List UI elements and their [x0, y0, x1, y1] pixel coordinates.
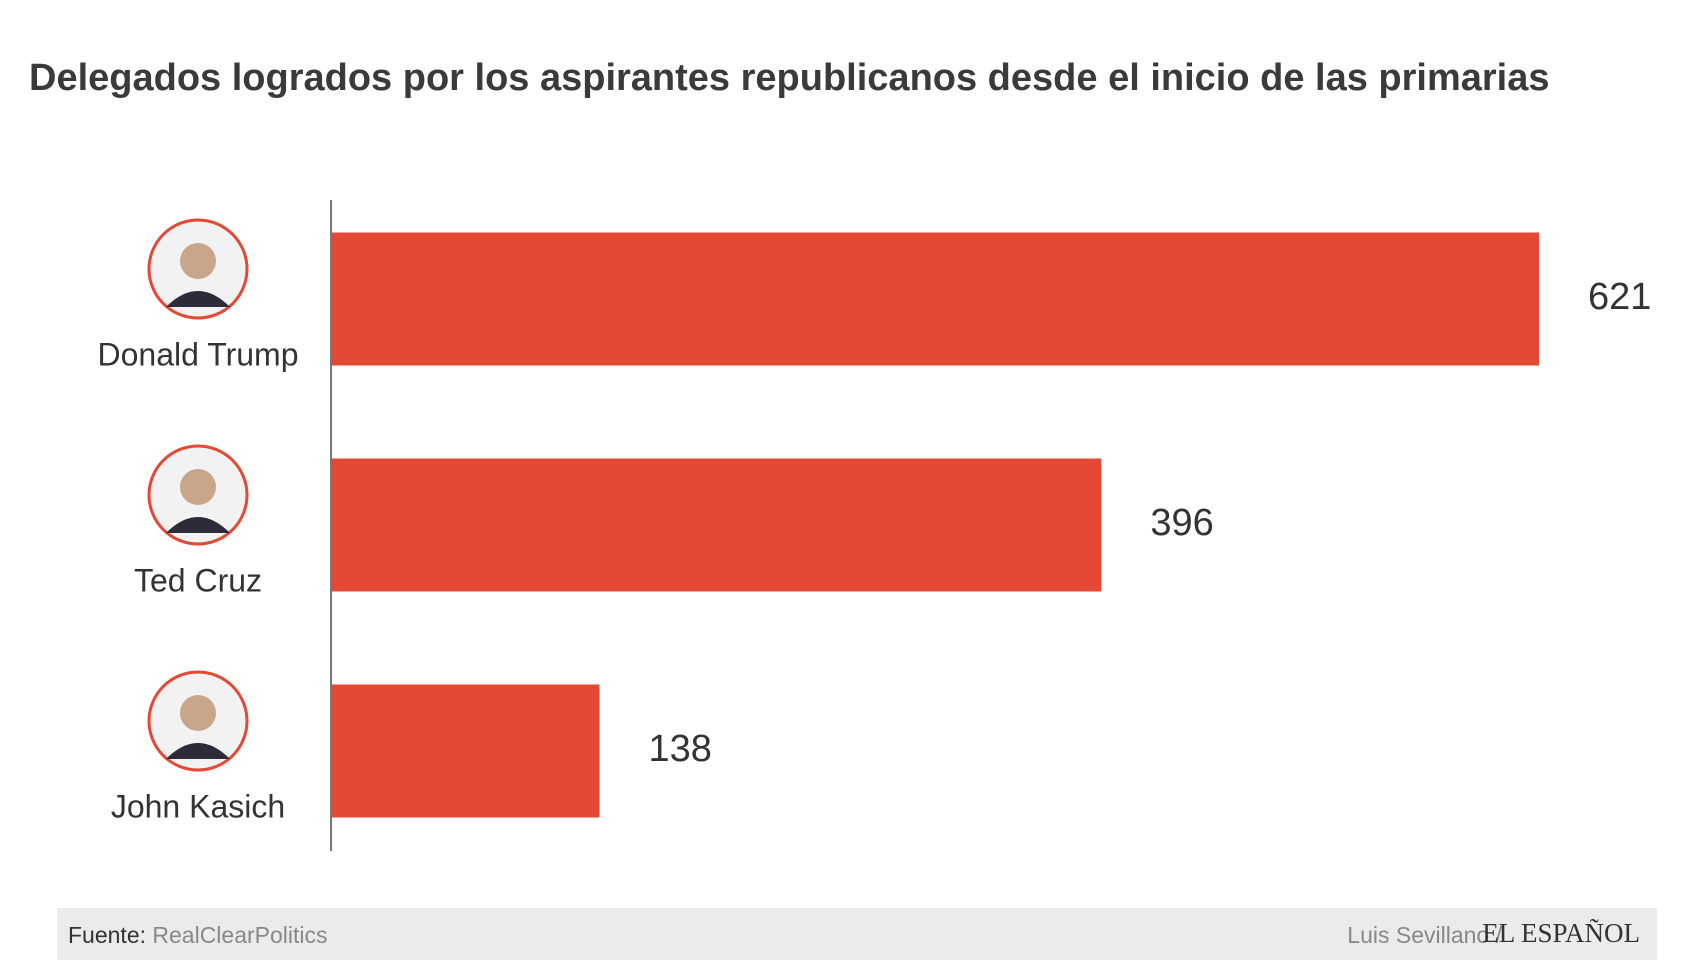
source-label: Fuente:	[68, 922, 146, 948]
source-label: Fuente: RealClearPolitics	[68, 922, 328, 948]
value-label: 138	[648, 728, 711, 770]
bar	[331, 458, 1102, 592]
brand: EL ESPAÑOL	[1482, 918, 1640, 948]
category-label: Donald Trump	[98, 336, 299, 372]
avatar	[147, 444, 249, 546]
avatar-head	[180, 695, 216, 731]
credit: Luis Sevillano /	[1347, 922, 1502, 948]
avatar-head	[180, 243, 216, 279]
source: RealClearPolitics	[152, 922, 327, 948]
avatar	[147, 670, 249, 772]
value-label: 621	[1588, 276, 1651, 318]
avatar-body	[166, 743, 230, 759]
avatar	[147, 218, 249, 320]
avatar-head	[180, 469, 216, 505]
footer-background	[57, 908, 1657, 960]
avatar-body	[166, 517, 230, 533]
category-label: Ted Cruz	[134, 562, 262, 598]
avatar-body	[166, 291, 230, 307]
bar	[331, 232, 1539, 366]
value-label: 396	[1150, 502, 1213, 544]
bar	[331, 684, 600, 818]
chart-title: Delegados logrados por los aspirantes re…	[29, 57, 1549, 99]
category-label: John Kasich	[111, 788, 285, 824]
